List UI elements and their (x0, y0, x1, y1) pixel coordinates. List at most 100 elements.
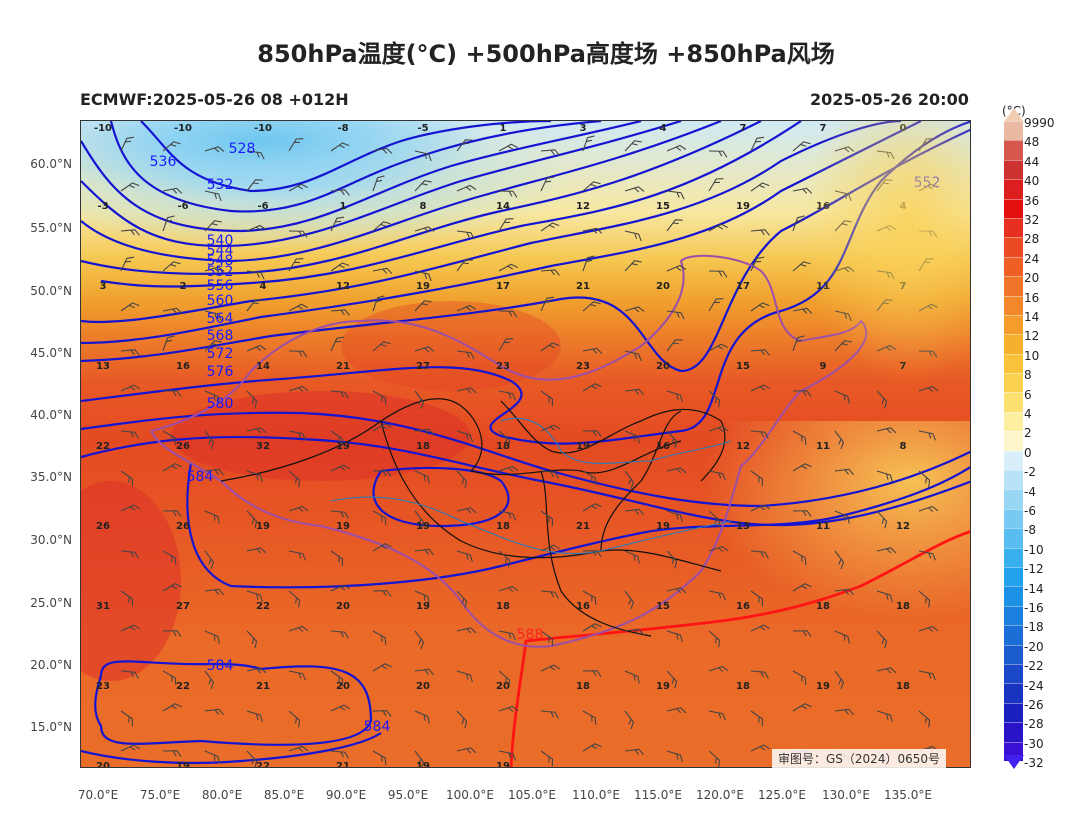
colorbar-label: 8 (1024, 368, 1032, 383)
wind-barb (666, 510, 683, 523)
wind-barb (834, 310, 852, 322)
wind-barb (918, 230, 938, 238)
wind-barb (540, 149, 560, 156)
height-contour (140, 121, 552, 193)
wind-barb (708, 390, 721, 408)
wind-barb (498, 390, 517, 401)
wind-barb (708, 665, 729, 672)
colorbar-label: -24 (1024, 678, 1044, 693)
wind-barb (372, 663, 392, 672)
wind-barb (246, 299, 263, 312)
wind-barb (162, 390, 182, 397)
temperature-value: 15 (656, 201, 670, 212)
wind-barb (120, 349, 140, 356)
colorbar-label: 40 (1024, 174, 1040, 189)
wind-barb (162, 261, 181, 272)
colorbar-cell (1004, 121, 1023, 141)
colorbar-cell (1004, 411, 1023, 432)
wind-barb (498, 705, 519, 712)
wind-barb (498, 750, 517, 761)
wind-barb (498, 143, 518, 152)
height-contour (81, 435, 970, 527)
wind-barb (540, 390, 554, 407)
temperature-value: -6 (257, 201, 269, 212)
temperature-value: 20 (656, 281, 670, 292)
temperature-value: 18 (496, 441, 510, 452)
wind-barb (666, 550, 678, 569)
wind-barb (582, 550, 602, 557)
colorbar-label: 14 (1024, 310, 1040, 324)
temperature-value: 19 (816, 681, 830, 692)
wind-barb (918, 470, 931, 488)
temperature-value: 19 (576, 441, 590, 452)
wind-barb (456, 350, 475, 360)
wind-barb (666, 750, 683, 763)
wind-barb (162, 583, 182, 592)
wind-barb (582, 710, 597, 726)
colorbar-cell (1004, 198, 1023, 218)
wind-barb (120, 550, 139, 559)
wind-barb (246, 510, 258, 529)
province-border (220, 398, 483, 482)
province-border (380, 420, 722, 572)
wind-barb (246, 390, 258, 409)
temperature-value: 12 (736, 441, 750, 452)
height-label: 584 (186, 469, 214, 485)
wind-barb (162, 510, 182, 517)
wind-barb (498, 338, 514, 352)
wind-barb (246, 667, 267, 674)
temperature-value: 20 (96, 761, 110, 768)
height-label: 532 (206, 177, 234, 193)
height-label: 552 (206, 264, 234, 280)
wind-barb (246, 547, 267, 554)
wind-barb (288, 710, 301, 728)
wind-barb (792, 550, 807, 566)
wind-barb (834, 588, 855, 596)
wind-barb (582, 181, 601, 192)
colorbar-cell (1004, 373, 1023, 393)
colorbar-cell (1004, 334, 1023, 354)
colorbar-label: -16 (1024, 601, 1044, 615)
temperature-value: 4 (659, 123, 667, 134)
temperature-value: -10 (93, 123, 113, 134)
wind-barb (540, 424, 561, 432)
weather-map: -10 -10 -10 -8 -5 1 3 4 7 7 0 -3 -6 -6 1 8 14 12 15 19 16 4 3 2… (80, 120, 971, 768)
colorbar-cell (1004, 566, 1023, 587)
map-approval-number: 审图号：GS（2024）0650号 (772, 749, 946, 768)
colorbar-label: 9990 (1024, 116, 1055, 130)
wind-barb (792, 583, 812, 592)
wind-barb (456, 590, 468, 609)
wind-barb (246, 179, 263, 192)
wind-barb (708, 545, 729, 552)
wind-barb (330, 336, 345, 352)
colorbar-cell (1004, 431, 1023, 451)
wind-barb (372, 590, 392, 597)
wind-barb (708, 630, 721, 648)
wind-barb (456, 507, 477, 514)
wind-barb (750, 182, 770, 192)
wind-barb (918, 258, 934, 272)
lat-label: 60.0°N (30, 157, 72, 171)
wind-barb (414, 710, 430, 724)
temperature-value: 19 (256, 521, 270, 532)
temperature-value: 18 (816, 601, 830, 612)
wind-barb (288, 470, 301, 488)
wind-barb (414, 470, 430, 484)
wind-barb (666, 707, 687, 714)
wind-barb (666, 339, 683, 352)
wind-barb (540, 296, 555, 312)
temperature-value: 21 (336, 361, 350, 372)
lon-label: 125.0°E (758, 788, 806, 802)
colorbar-label: 20 (1024, 271, 1040, 286)
wind-barb (120, 229, 140, 236)
wind-barb (876, 510, 888, 529)
wind-barb (624, 710, 635, 730)
temperature-value: 18 (496, 601, 510, 612)
height-label: 556 (206, 278, 234, 294)
wind-barb (750, 550, 769, 559)
temperature-value: 19 (176, 761, 190, 768)
wind-barb (246, 750, 258, 767)
wind-barb (498, 550, 511, 568)
wind-barb (456, 627, 477, 634)
wind-barb (330, 390, 349, 399)
